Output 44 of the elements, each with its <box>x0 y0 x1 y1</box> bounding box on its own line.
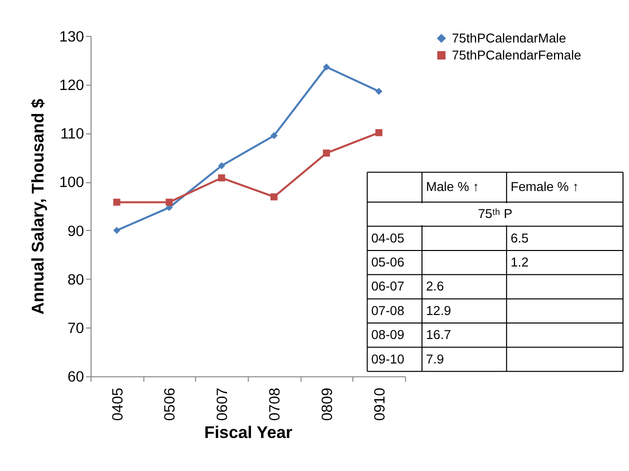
legend-label: 75thPCalendarMale <box>452 30 566 46</box>
point <box>218 162 226 170</box>
text: 7.9 <box>426 351 444 366</box>
y-tick-label: 120 <box>59 76 84 94</box>
text: 12.9 <box>426 302 452 318</box>
annotation: 06-07 <box>371 278 404 294</box>
point <box>270 132 278 140</box>
annotation: 05-06 <box>371 254 404 270</box>
x-tick-label: 0607 <box>214 388 232 421</box>
y-axis-title: Annual Salary, Thousand $ <box>28 98 48 314</box>
y-tick-label: 130 <box>59 28 84 46</box>
legend-label: 75thPCalendarFemale <box>452 47 582 62</box>
text: 75ᵗʰ P <box>478 206 512 222</box>
point <box>218 174 226 182</box>
x-tick-label: 0708 <box>266 388 284 421</box>
y-tick-label: 70 <box>68 320 84 338</box>
point <box>375 88 382 95</box>
y-tick-label: 80 <box>68 271 84 288</box>
text: Female % ↑ <box>510 179 579 194</box>
x-tick-label: 0405 <box>109 388 126 421</box>
text: 1.2 <box>510 254 529 270</box>
point <box>113 226 120 234</box>
annotation: 09-10 <box>371 351 404 366</box>
x-tick-label: 0809 <box>318 388 336 421</box>
x-axis-title: Fiscal Year <box>204 422 293 442</box>
y-tick-label: 110 <box>60 126 84 143</box>
point <box>270 193 278 200</box>
x-tick-label: 0910 <box>371 388 388 421</box>
annotation: 07-08 <box>371 302 404 318</box>
x-tick-label: 0506 <box>162 388 179 421</box>
annotation: 08-09 <box>371 327 404 342</box>
y-tick-label: 60 <box>68 368 84 386</box>
text: 16.7 <box>426 327 452 342</box>
text: 2.6 <box>426 278 444 294</box>
point <box>113 198 120 206</box>
text: 6.5 <box>510 230 529 246</box>
point <box>322 150 330 157</box>
text: Male % ↑ <box>426 179 480 194</box>
y-tick-label: 100 <box>59 174 84 192</box>
point <box>166 198 173 206</box>
point <box>375 129 382 136</box>
point <box>322 63 330 71</box>
y-tick-label: 90 <box>68 222 84 240</box>
annotation: 04-05 <box>371 230 404 246</box>
